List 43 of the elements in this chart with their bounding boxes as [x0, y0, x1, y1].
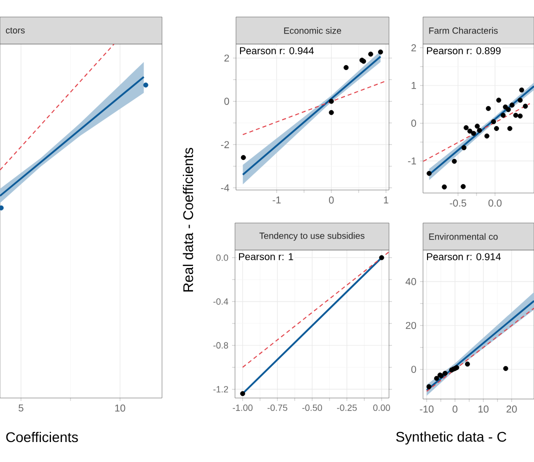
x-tick-label: -1 [272, 196, 281, 204]
y-tick-label: 20 [406, 322, 416, 330]
annotation: Pearson r: 1 [239, 253, 294, 260]
chart-title: Environmental co [429, 233, 498, 240]
annotation: Pearson r: 0.899 [427, 47, 501, 54]
x-tick-label: -0.25 [337, 404, 357, 411]
y-tick-label: 0 [224, 98, 230, 105]
x-tick-label: 10 [115, 404, 126, 412]
y-tick-label: 0 [411, 120, 416, 127]
x-tick-label: 5 [18, 404, 24, 412]
x-axis-title: Coefficients [6, 432, 78, 442]
y-tick-label: 2 [224, 54, 229, 62]
chart-title: ctors [6, 28, 25, 34]
x-tick-label: -0.50 [302, 404, 322, 411]
x-tick-label: -0.75 [268, 404, 288, 411]
y-tick-label: 0.0 [216, 254, 228, 261]
annotation: Pearson r: 0.914 [427, 253, 501, 260]
x-tick-label: 10 [478, 406, 488, 413]
y-tick-label: -1.2 [213, 386, 228, 392]
annotation: Pearson r: 0.944 [240, 47, 314, 54]
y-tick-label: -4 [221, 184, 230, 192]
y-tick-label: 2 [411, 44, 416, 52]
x-tick-label: -1.00 [232, 404, 253, 411]
x-axis-title: Synthetic data - C [396, 431, 506, 445]
y-axis-title: Real data - Coefficients [182, 148, 194, 292]
y-tick-label: -2 [221, 141, 229, 148]
y-tick-label: 0 [411, 366, 416, 373]
x-tick-label: -10 [420, 406, 434, 413]
x-tick-label: 0 [328, 196, 334, 204]
chart-title: Economic size [284, 27, 342, 34]
x-tick-label: -0.5 [450, 200, 466, 207]
x-tick-label: 0.0 [488, 200, 502, 207]
y-tick-label: -1 [408, 157, 416, 164]
y-tick-label: -0.4 [213, 298, 228, 305]
y-tick-label: 40 [406, 278, 416, 286]
y-tick-label: 1 [412, 82, 416, 89]
x-tick-label: 1 [384, 196, 388, 204]
chart-title: Tendency to use subsidies [259, 232, 364, 241]
y-tick-label: -0.8 [213, 342, 228, 349]
x-tick-label: 0.00 [373, 404, 390, 411]
x-tick-label: 20 [506, 406, 517, 413]
x-tick-label: 0 [452, 406, 458, 413]
chart-title: Farm Characteris [429, 27, 498, 34]
